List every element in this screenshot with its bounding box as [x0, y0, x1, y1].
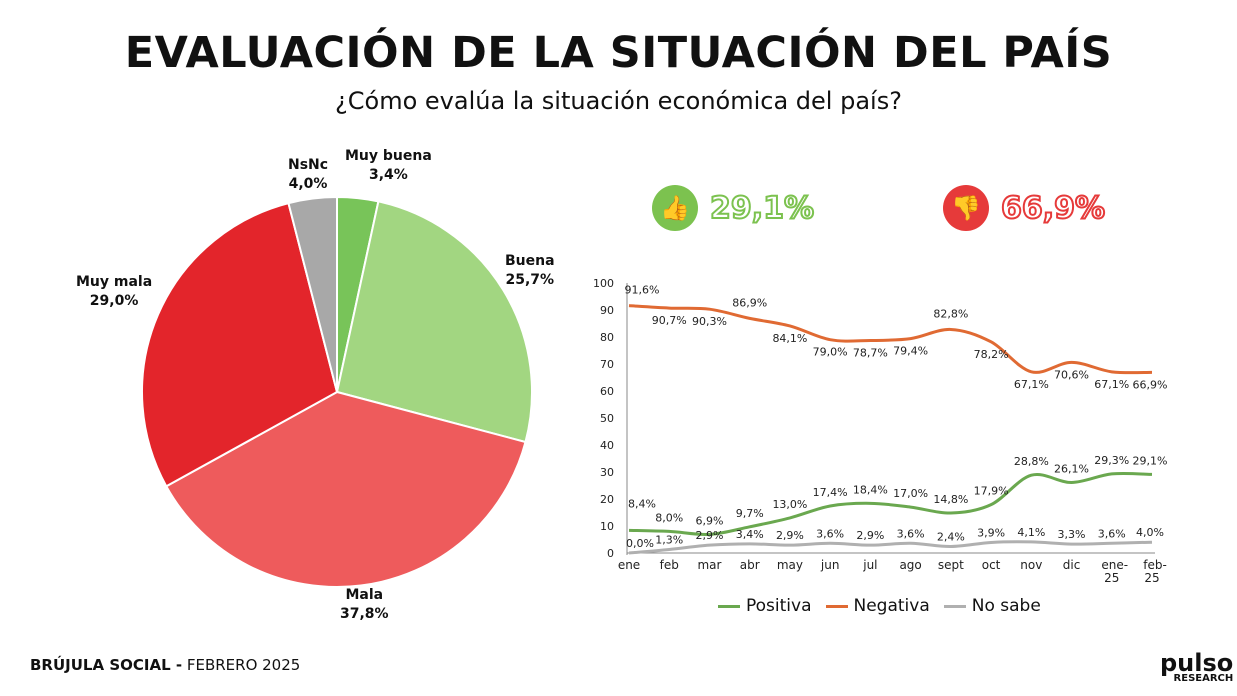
kpi-positive: 👍 29,1% [652, 185, 815, 231]
x-tick-label: mar [697, 558, 721, 572]
data-label: 86,9% [732, 296, 767, 309]
data-label: 90,3% [692, 315, 727, 328]
data-label: 9,7% [736, 507, 764, 520]
x-tick-label: jun [820, 558, 840, 572]
page-title: EVALUACIÓN DE LA SITUACIÓN DEL PAÍS [124, 28, 1113, 78]
pulso-logo: pulso RESEARCH [1160, 649, 1234, 684]
data-label: 70,6% [1054, 368, 1089, 381]
data-label: 1,3% [655, 533, 683, 546]
y-tick-label: 0 [607, 547, 614, 560]
thumbs-up-icon: 👍 [652, 185, 698, 231]
data-label: 17,9% [974, 485, 1009, 498]
footer: BRÚJULA SOCIAL - FEBRERO 2025 [30, 656, 301, 674]
data-label: 17,0% [893, 487, 928, 500]
x-tick-label: 25 [1104, 571, 1119, 585]
pie-label-nsnc: NsNc 4,0% [288, 157, 329, 192]
data-label: 14,8% [933, 493, 968, 506]
thumbs-down-icon: 👎 [943, 185, 989, 231]
y-tick-label: 10 [600, 520, 614, 533]
data-label: 2,4% [937, 531, 965, 544]
x-tick-label: sept [938, 558, 964, 572]
x-tick-label: feb- [1143, 558, 1167, 572]
data-label: 67,1% [1094, 378, 1129, 391]
data-label: 8,0% [655, 511, 683, 524]
data-label: 18,4% [853, 483, 888, 496]
pie-slice-mala [164, 390, 527, 588]
y-tick-label: 50 [600, 412, 614, 425]
data-label: 28,8% [1014, 455, 1049, 468]
data-label: 78,2% [974, 348, 1009, 361]
legend-positiva: Positiva [718, 596, 812, 616]
data-label: 67,1% [1014, 378, 1049, 391]
pie-slice-muy-mala [141, 201, 339, 488]
data-label: 6,9% [695, 514, 723, 527]
data-label: 3,6% [816, 527, 844, 540]
pie-label-muy-buena: Muy buena 3,4% [345, 148, 432, 183]
data-label: 3,3% [1058, 528, 1086, 541]
data-label: 13,0% [772, 498, 807, 511]
x-tick-label: feb [660, 558, 679, 572]
kpi-negative: 👎 66,9% [943, 185, 1106, 231]
data-label: 4,0% [1136, 526, 1164, 539]
series-line-no-sabe [628, 540, 1153, 555]
y-tick-label: 70 [600, 358, 614, 371]
data-label: 2,9% [695, 529, 723, 542]
x-tick-label: nov [1020, 558, 1042, 572]
x-tick-label: abr [740, 558, 760, 572]
series-line-negativa [628, 304, 1153, 375]
x-tick-label: 25 [1144, 571, 1159, 585]
data-label: 3,6% [897, 527, 925, 540]
data-label: 78,7% [853, 347, 888, 360]
data-label: 2,9% [776, 529, 804, 542]
kpi-negative-value: 66,9% [1000, 190, 1106, 227]
pie-label-muy-mala: Muy mala 29,0% [76, 274, 153, 309]
y-tick-label: 80 [600, 331, 614, 344]
x-tick-label: ene- [1101, 558, 1128, 572]
legend-negativa: Negativa [825, 596, 930, 616]
data-label: 3,9% [977, 526, 1005, 539]
pie-label-mala: Mala 37,8% [340, 587, 389, 622]
data-label: 82,8% [933, 307, 968, 320]
data-label: 3,4% [736, 528, 764, 541]
x-tick-label: may [777, 558, 803, 572]
data-label: 84,1% [772, 332, 807, 345]
x-tick-label: ago [899, 558, 921, 572]
y-tick-label: 20 [600, 493, 614, 506]
pie-slice-buena [335, 200, 533, 444]
data-label: 29,3% [1094, 454, 1129, 467]
page-subtitle: ¿Cómo evalúa la situación económica del … [335, 87, 902, 115]
data-label: 3,6% [1098, 527, 1126, 540]
data-label: 79,0% [813, 346, 848, 359]
data-label: 17,4% [813, 486, 848, 499]
kpi-positive-value: 29,1% [709, 190, 815, 227]
data-label: 79,4% [893, 345, 928, 358]
data-label: 2,9% [856, 529, 884, 542]
pie-slice-nsnc [287, 195, 338, 393]
data-label: 91,6% [625, 284, 660, 297]
data-label: 8,4% [628, 497, 656, 510]
y-tick-label: 40 [600, 439, 614, 452]
y-tick-label: 100 [593, 277, 614, 290]
data-label: 90,7% [652, 314, 687, 327]
data-label: 0,0% [626, 537, 654, 550]
y-tick-label: 90 [600, 304, 614, 317]
data-label: 66,9% [1133, 378, 1168, 391]
x-tick-label: dic [1063, 558, 1081, 572]
series-line-positiva [628, 471, 1153, 536]
legend-no-sabe: No sabe [943, 596, 1041, 616]
y-tick-label: 30 [600, 466, 614, 479]
data-label: 29,1% [1133, 454, 1168, 467]
chart-legend: Positiva Negativa No sabe [718, 596, 1041, 616]
x-tick-label: jul [862, 558, 877, 572]
x-tick-label: oct [982, 558, 1001, 572]
y-tick-label: 60 [600, 385, 614, 398]
x-tick-label: ene [618, 558, 640, 572]
pie-label-buena: Buena 25,7% [505, 253, 555, 288]
data-label: 26,1% [1054, 463, 1089, 476]
data-label: 4,1% [1017, 526, 1045, 539]
